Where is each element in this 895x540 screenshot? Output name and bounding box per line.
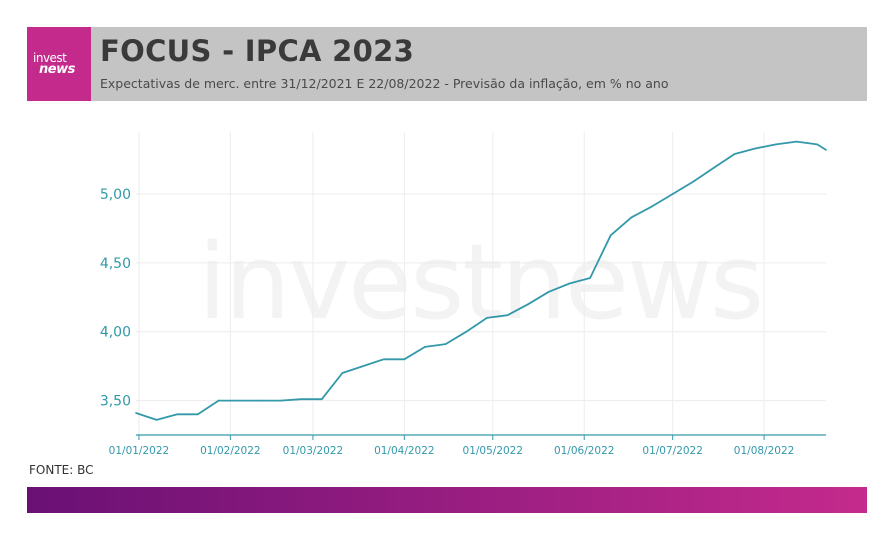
data-point	[589, 277, 591, 279]
source-note: FONTE: BC	[29, 463, 94, 477]
brand-gradient-bar	[27, 487, 867, 513]
data-point	[155, 419, 158, 421]
x-tick-label: 01/01/2022	[109, 445, 170, 457]
data-point	[713, 167, 715, 169]
x-tick-label: 01/08/2022	[734, 445, 795, 457]
data-point	[135, 412, 137, 414]
chart-title: FOCUS - IPCA 2023	[100, 34, 415, 68]
data-point	[279, 399, 282, 402]
data-point	[816, 143, 818, 146]
data-point	[671, 193, 674, 195]
logo-text-top: invest	[33, 51, 67, 65]
data-point	[362, 365, 364, 367]
data-point	[465, 330, 468, 333]
data-point	[382, 358, 385, 361]
y-tick-label: 4,50	[100, 256, 131, 272]
chart-header: invest news FOCUS - IPCA 2023 Expectativ…	[27, 27, 867, 101]
x-tick-label: 01/06/2022	[554, 445, 615, 457]
data-point	[795, 140, 798, 143]
data-point	[424, 346, 426, 348]
data-point	[300, 398, 302, 400]
data-point	[197, 413, 199, 416]
data-point	[444, 343, 447, 345]
data-point	[548, 290, 550, 293]
x-tick-label: 01/04/2022	[374, 445, 435, 457]
data-point	[259, 399, 261, 402]
logo-text-bottom: news	[39, 62, 75, 77]
data-point	[568, 282, 571, 285]
data-point	[775, 143, 777, 146]
data-point	[238, 399, 241, 402]
data-point	[527, 303, 529, 305]
watermark-text: investnews	[198, 221, 762, 343]
data-point	[692, 180, 695, 183]
y-tick-label: 4,00	[100, 325, 131, 341]
x-tick-label: 01/03/2022	[283, 445, 344, 457]
y-tick-label: 5,00	[100, 187, 131, 203]
data-point	[609, 234, 612, 237]
data-point	[630, 216, 633, 219]
data-point	[486, 317, 488, 319]
y-tick-label: 3,50	[100, 394, 131, 410]
data-point	[176, 413, 179, 416]
data-point	[651, 205, 653, 208]
data-point	[506, 314, 509, 316]
data-point	[217, 399, 220, 402]
data-point	[403, 358, 406, 361]
x-tick-label: 01/02/2022	[200, 445, 261, 457]
data-point	[320, 398, 323, 400]
data-point	[754, 147, 757, 150]
x-tick-label: 01/07/2022	[642, 445, 703, 457]
data-point	[825, 149, 827, 151]
chart-subtitle: Expectativas de merc. entre 31/12/2021 E…	[100, 76, 669, 91]
data-point	[341, 372, 344, 374]
x-tick-label: 01/05/2022	[463, 445, 524, 457]
investnews-logo: invest news	[27, 27, 91, 101]
data-point	[733, 153, 736, 155]
